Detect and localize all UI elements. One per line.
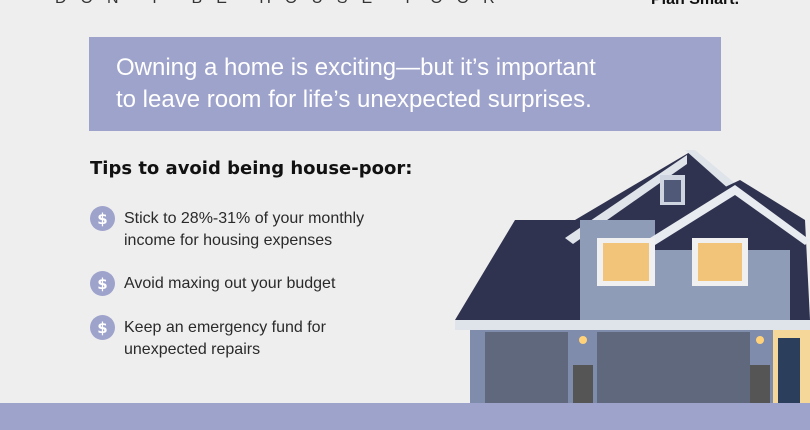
tip-line: Avoid maxing out your budget [124, 275, 336, 292]
tips-title: Tips to avoid being house-poor: [90, 158, 413, 179]
tagline: DON'T BE HOUSE-POOR [55, 0, 509, 8]
tip-item: $ Keep an emergency fund for unexpected r… [90, 315, 444, 361]
tip-item: $ Avoid maxing out your budget [90, 271, 444, 296]
headline-line-2: to leave room for life’s unexpected surp… [116, 86, 592, 113]
dollar-coin-icon: $ [90, 206, 115, 231]
brand-logo-text: Plan Smart. [651, 0, 739, 9]
headline-banner: Owning a home is exciting—but it’s impor… [89, 37, 721, 131]
footer-bar [0, 403, 810, 430]
tip-line: Stick to 28%-31% of your monthly [124, 210, 365, 227]
tip-line: income for housing expenses [124, 232, 333, 249]
tip-line: Keep an emergency fund for [124, 319, 326, 336]
tip-line: unexpected repairs [124, 341, 261, 358]
house-image [455, 150, 810, 405]
tip-item: $ Stick to 28%-31% of your monthly income… [90, 206, 444, 252]
dollar-coin-icon: $ [90, 271, 115, 296]
dollar-coin-icon: $ [90, 315, 115, 340]
headline-line-1: Owning a home is exciting—but it’s impor… [116, 54, 596, 81]
